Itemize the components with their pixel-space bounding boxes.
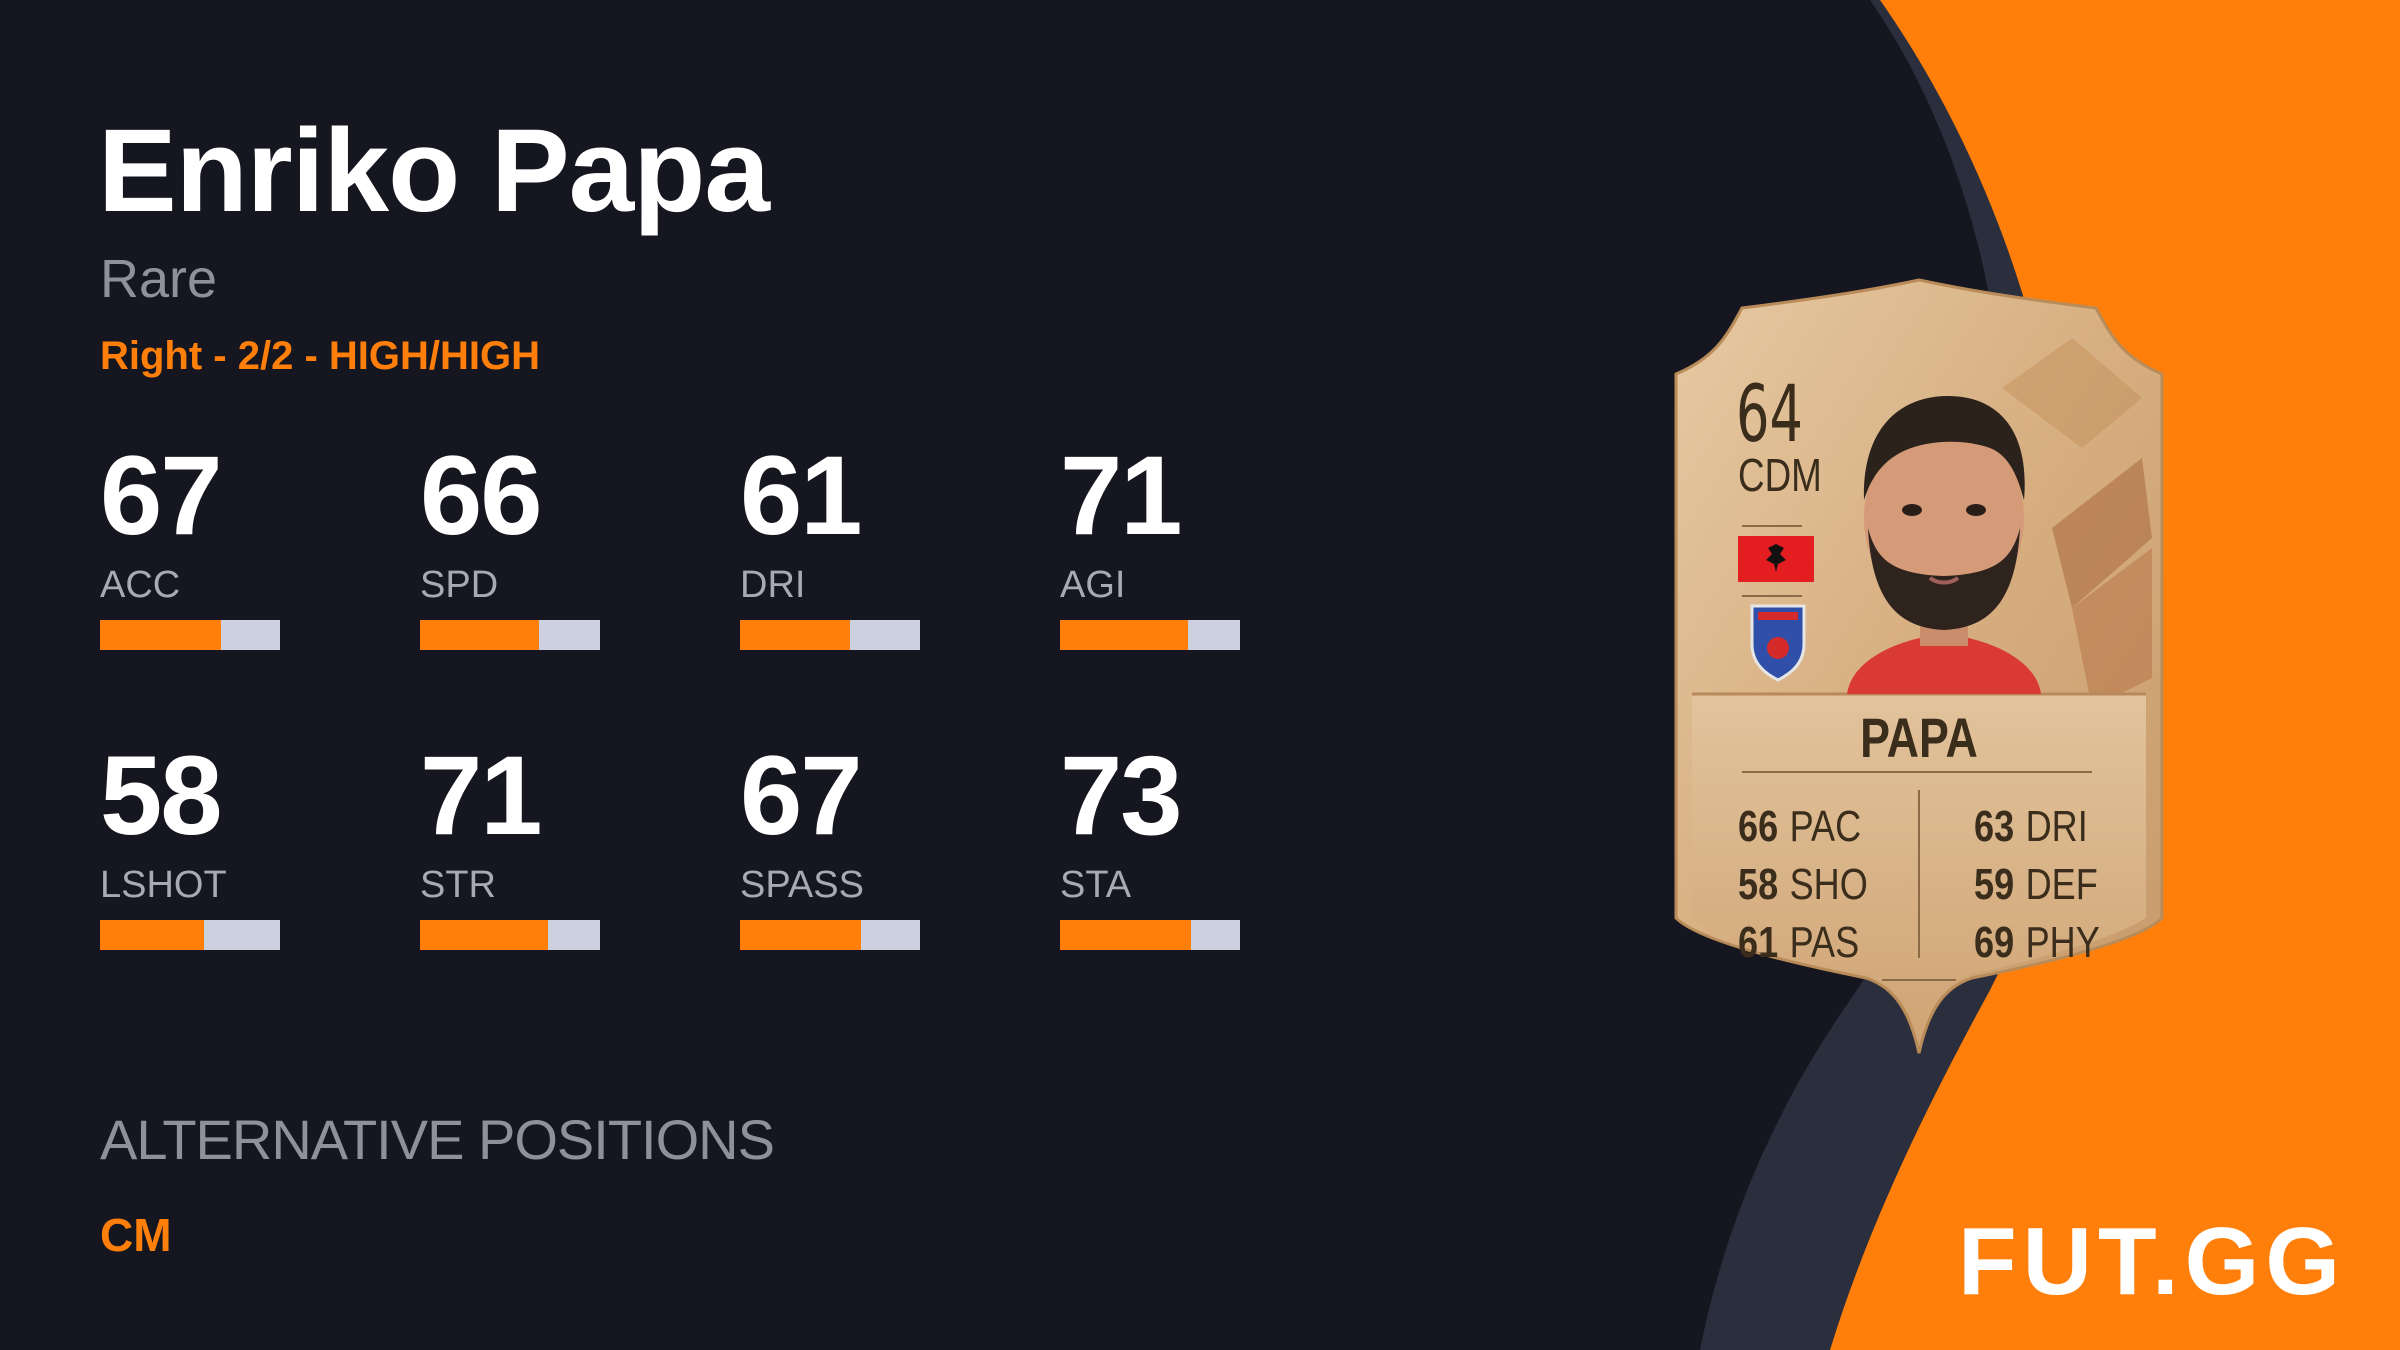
stat-value: 58 — [100, 733, 223, 858]
foot-skills-workrates: Right - 2/2 - HIGH/HIGH — [100, 334, 540, 378]
stat-value: 71 — [420, 733, 543, 858]
player-portrait — [1847, 396, 2041, 694]
stat-label: ACC — [100, 564, 181, 606]
stat-bar — [420, 920, 600, 950]
stat-bar — [420, 620, 600, 650]
card-stat-pas: 61 PAS — [1738, 914, 1868, 972]
stat-label: DRI — [740, 564, 806, 606]
alternative-positions-heading: ALTERNATIVE POSITIONS — [100, 1108, 775, 1171]
card-stat-def: 59 DEF — [1974, 856, 2100, 914]
player-rarity: Rare — [100, 249, 218, 309]
stat-bar — [100, 620, 280, 650]
card-stat-phy: 69 PHY — [1974, 914, 2100, 972]
stat-value: 71 — [1060, 433, 1183, 558]
stat-str: 71 STR — [420, 740, 660, 960]
card-stats-right: 63 DRI 59 DEF 69 PHY — [1974, 798, 2127, 972]
card-stat-label: PAC — [1789, 802, 1862, 851]
card-stat-value: 58 — [1738, 860, 1779, 909]
card-stat-value: 69 — [1974, 918, 2015, 967]
card-rating: 64 — [1736, 370, 1803, 460]
futgg-logo[interactable]: FUT.GG — [1958, 1208, 2346, 1315]
card-stat-label: SHO — [1789, 860, 1868, 909]
stat-bar — [100, 920, 280, 950]
card-stats-left: 66 PAC 58 SHO 61 PAS — [1738, 798, 1896, 972]
card-position: CDM — [1738, 449, 1822, 501]
card-stat-label: PHY — [2025, 918, 2100, 967]
stat-bar-fill — [1060, 920, 1192, 950]
stat-label: LSHOT — [100, 864, 227, 906]
stat-bar — [1060, 920, 1240, 950]
stat-value: 67 — [100, 433, 223, 558]
card-background — [1674, 278, 2164, 1054]
stat-dri: 61 DRI — [740, 440, 980, 660]
stat-bar-fill — [740, 620, 850, 650]
card-stat-value: 66 — [1738, 802, 1779, 851]
player-name: Enriko Papa — [98, 105, 770, 237]
alternative-positions-value: CM — [100, 1209, 172, 1261]
card-stat-value: 61 — [1738, 918, 1779, 967]
stat-label: SPD — [420, 564, 499, 606]
stat-value: 73 — [1060, 733, 1183, 858]
stat-bar-fill — [420, 620, 539, 650]
card-stat-pac: 66 PAC — [1738, 798, 1868, 856]
card-stat-label: DEF — [2025, 860, 2098, 909]
stat-bar-fill — [740, 920, 861, 950]
stat-bar-fill — [420, 920, 548, 950]
card-stat-label: PAS — [1789, 918, 1860, 967]
player-card: 64 CDM PAPA 66 PAC 58 SHO 61 PAS 63 DRI 59 DE… — [1672, 278, 2166, 1058]
albania-flag-icon — [1738, 536, 1814, 582]
stat-bar-fill — [1060, 620, 1188, 650]
stat-value: 66 — [420, 433, 543, 558]
club-crest-icon — [1750, 604, 1806, 682]
card-player-name: PAPA — [1860, 706, 1978, 769]
stat-bar — [740, 620, 920, 650]
stat-bar — [740, 920, 920, 950]
stat-bar — [1060, 620, 1240, 650]
stat-label: SPASS — [740, 864, 864, 906]
stat-spd: 66 SPD — [420, 440, 660, 660]
stat-lshot: 58 LSHOT — [100, 740, 340, 960]
stat-agi: 71 AGI — [1060, 440, 1300, 660]
stat-label: STR — [420, 864, 496, 906]
stat-spass: 67 SPASS — [740, 740, 980, 960]
stat-bar-fill — [100, 620, 221, 650]
card-stat-label: DRI — [2025, 802, 2088, 851]
card-stat-value: 59 — [1974, 860, 2015, 909]
stat-label: AGI — [1060, 564, 1126, 606]
stat-value: 61 — [740, 433, 863, 558]
card-stat-dri: 63 DRI — [1974, 798, 2100, 856]
stat-sta: 73 STA — [1060, 740, 1300, 960]
stats-grid: 67 ACC 66 SPD 61 DRI 71 AGI 58 LSHOT 71 … — [100, 440, 1300, 960]
stat-label: STA — [1060, 864, 1132, 906]
stat-acc: 67 ACC — [100, 440, 340, 660]
stat-bar-fill — [100, 920, 205, 950]
stat-value: 67 — [740, 733, 863, 858]
card-stat-value: 63 — [1974, 802, 2015, 851]
card-stat-sho: 58 SHO — [1738, 856, 1868, 914]
